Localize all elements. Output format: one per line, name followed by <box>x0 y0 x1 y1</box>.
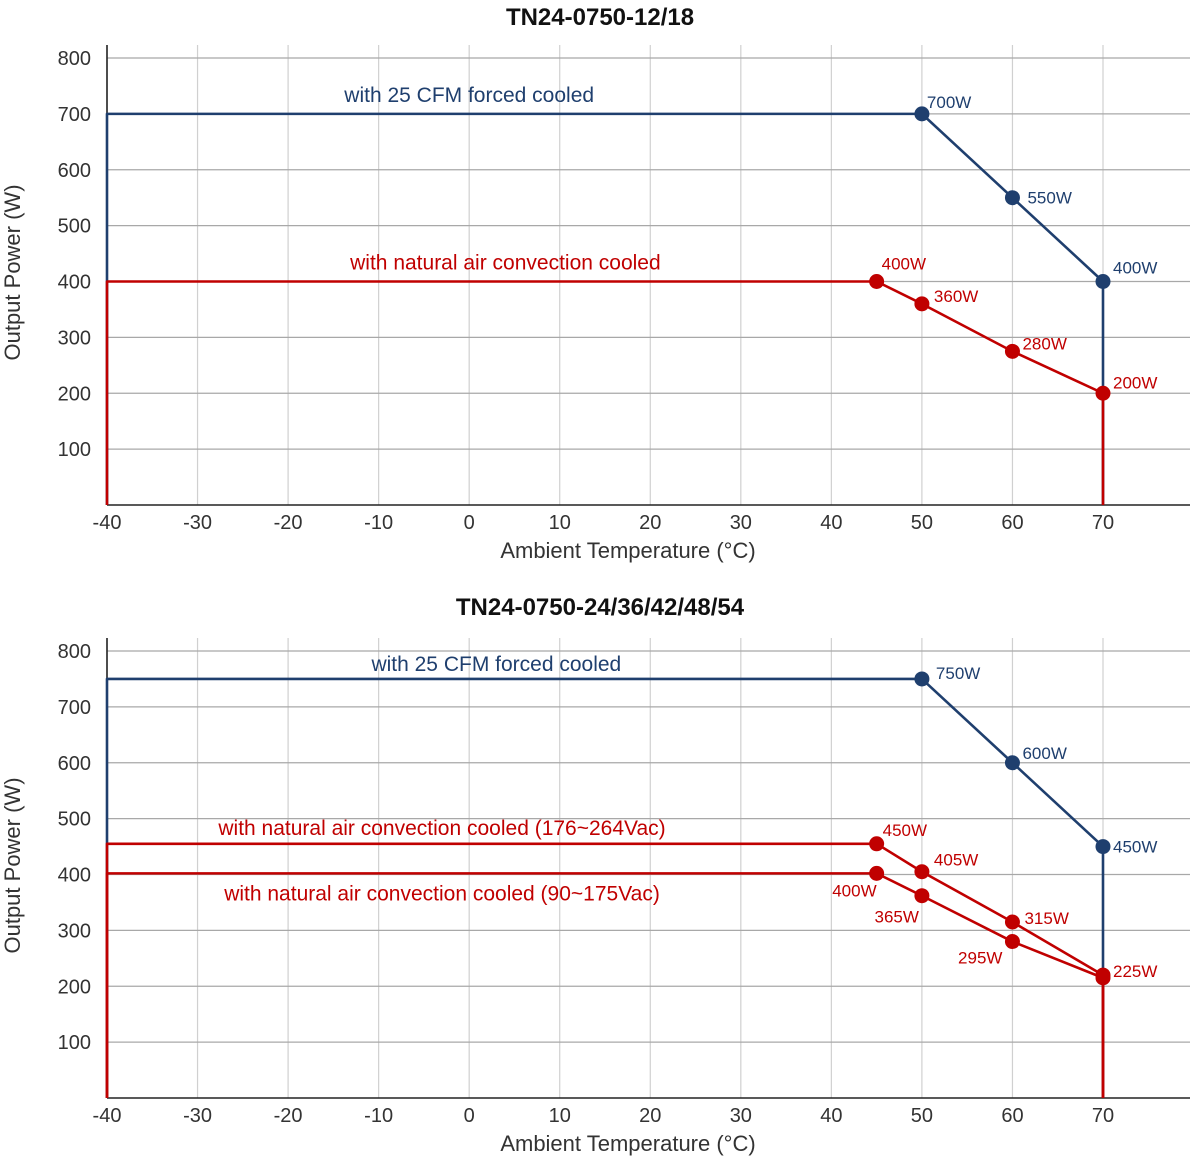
y-tick-label: 300 <box>58 327 91 349</box>
plot-area: -40 -30 -20 -10 0 10 20 30 40 50 60 70 100 200 300 400 5… <box>0 638 1190 1156</box>
chart-title: TN24-0750-24/36/42/48/54 <box>455 594 745 621</box>
y-tick-label: 200 <box>58 976 91 998</box>
data-label: 280W <box>1022 334 1066 353</box>
y-tick-label: 800 <box>58 641 91 663</box>
data-point <box>1004 934 1020 950</box>
series-name-label: with natural air convection cooled <box>349 252 661 275</box>
y-tick-label: 700 <box>58 697 91 719</box>
data-point <box>1095 274 1111 289</box>
data-point <box>1004 343 1020 359</box>
y-tick-label: 400 <box>58 865 91 887</box>
series: with natural air convection cooled 400W 36… <box>105 252 1157 505</box>
data-label: 360W <box>934 287 978 306</box>
data-label: 400W <box>832 881 876 900</box>
y-tick-label: 600 <box>58 160 91 182</box>
x-tick-label: -10 <box>364 512 393 534</box>
x-tick-label: 0 <box>464 512 475 534</box>
plot-area: -40 -30 -20 -10 0 10 20 30 40 50 60 70 100 200 300 400 5… <box>0 45 1190 563</box>
data-label: 405W <box>934 851 978 870</box>
y-axis-label: Output Power (W) <box>0 777 25 953</box>
x-tick-label: 10 <box>549 512 571 534</box>
x-tick-label: 70 <box>1092 512 1114 534</box>
x-tick-label: -40 <box>93 1105 122 1127</box>
data-label: 365W <box>874 908 918 927</box>
data-point <box>914 888 930 904</box>
series: with natural air convection cooled (90~1… <box>105 865 1111 1098</box>
data-label: 700W <box>927 93 971 112</box>
chart-2: TN24-0750-24/36/42/48/54 -40 -30 -20 -10 0 10… <box>0 580 1200 1162</box>
chart-2-plot: -40 -30 -20 -10 0 10 20 30 40 50 60 70 100 200 300 400 5… <box>0 638 1190 1156</box>
x-axis-label: Ambient Temperature (°C) <box>500 538 755 563</box>
x-tick-label: 0 <box>464 1105 475 1127</box>
x-tick-label: 40 <box>820 1105 842 1127</box>
chart-1-plot: -40 -30 -20 -10 0 10 20 30 40 50 60 70 100 200 300 400 5… <box>0 45 1190 563</box>
data-label: 450W <box>1113 838 1157 857</box>
series-name-label: with natural air convection cooled (90~1… <box>223 882 660 905</box>
x-tick-label: -30 <box>183 512 212 534</box>
y-tick-label: 300 <box>58 920 91 942</box>
data-label: 750W <box>936 664 980 683</box>
y-tick-label: 700 <box>58 104 91 126</box>
data-point <box>1095 839 1111 855</box>
x-tick-label: 30 <box>730 1105 752 1127</box>
series-name-label: with natural air convection cooled (176~… <box>217 817 665 840</box>
data-label: 550W <box>1027 189 1071 208</box>
data-point <box>914 106 930 122</box>
x-tick-label: 50 <box>911 512 933 534</box>
series-line <box>105 112 1105 505</box>
data-point <box>914 296 930 312</box>
y-tick-label: 400 <box>58 272 91 294</box>
x-tick-label: 20 <box>639 512 661 534</box>
x-tick-label: 10 <box>549 1105 571 1127</box>
data-point <box>914 671 930 687</box>
series-name-label: with 25 CFM forced cooled <box>343 84 594 107</box>
data-point <box>1095 970 1111 986</box>
data-point <box>869 865 885 881</box>
chart-title: TN24-0750-12/18 <box>505 4 695 31</box>
data-point <box>1004 914 1020 930</box>
y-tick-label: 100 <box>58 439 91 461</box>
data-point <box>1004 755 1020 771</box>
x-tick-label: -20 <box>274 1105 303 1127</box>
chart-1: TN24-0750-12/18 -40 -30 -20 -10 0 10 20 30 40 50 6… <box>0 0 1200 580</box>
x-tick-label: 20 <box>639 1105 661 1127</box>
series-name-label: with 25 CFM forced cooled <box>370 653 621 676</box>
y-tick-label: 500 <box>58 216 91 238</box>
x-tick-label: -40 <box>93 512 122 534</box>
x-tick-label: 30 <box>730 512 752 534</box>
series: with 25 CFM forced cooled 700W 550W 400W <box>105 84 1157 505</box>
x-tick-label: 50 <box>911 1105 933 1127</box>
x-tick-label: -30 <box>183 1105 212 1127</box>
x-tick-label: 60 <box>1001 512 1023 534</box>
data-label: 200W <box>1113 373 1157 392</box>
data-point <box>869 274 885 289</box>
y-tick-label: 800 <box>58 48 91 70</box>
x-axis-label: Ambient Temperature (°C) <box>500 1131 755 1156</box>
data-point <box>869 836 885 852</box>
y-tick-label: 500 <box>58 809 91 831</box>
data-label: 295W <box>958 949 1002 968</box>
x-tick-label: -20 <box>274 512 303 534</box>
x-tick-label: 60 <box>1001 1105 1023 1127</box>
data-point <box>1004 190 1020 206</box>
data-label: 400W <box>882 255 926 274</box>
y-tick-label: 200 <box>58 383 91 405</box>
data-label: 450W <box>883 821 927 840</box>
y-tick-label: 100 <box>58 1032 91 1054</box>
x-tick-label: 40 <box>820 512 842 534</box>
data-label: 225W <box>1113 962 1157 981</box>
series: with 25 CFM forced cooled 750W 600W 450W <box>105 653 1157 1098</box>
y-axis-label: Output Power (W) <box>0 184 25 360</box>
data-label: 315W <box>1024 909 1068 928</box>
data-label: 400W <box>1113 259 1157 278</box>
x-tick-label: -10 <box>364 1105 393 1127</box>
x-tick-label: 70 <box>1092 1105 1114 1127</box>
y-tick-label: 600 <box>58 753 91 775</box>
data-point <box>914 864 930 880</box>
data-label: 600W <box>1022 744 1066 763</box>
series-line <box>105 677 1105 1098</box>
data-point <box>1095 385 1111 401</box>
